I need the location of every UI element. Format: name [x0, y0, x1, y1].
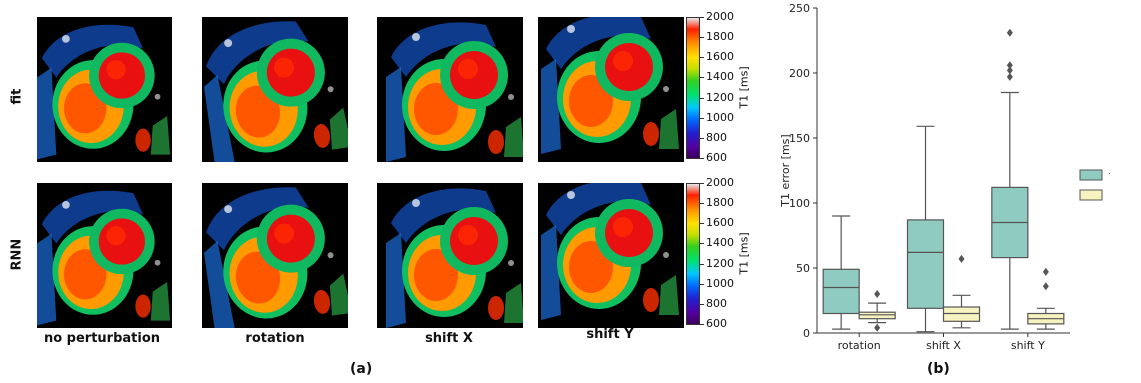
row-label-fit: fit: [9, 88, 25, 105]
colorbar-tick-label: 1600: [706, 216, 734, 230]
outlier-point: [1006, 66, 1013, 75]
colorbar-tick-label: 1200: [706, 90, 734, 104]
colorbar-tick-mark: [700, 203, 704, 205]
outlier-point: [958, 254, 965, 263]
y-axis-label: T1 error [ms]: [780, 134, 792, 207]
colorbar-tick-mark: [700, 57, 704, 59]
y-tick-label: 250: [789, 2, 810, 15]
colorbar-tick-label: 1400: [706, 70, 734, 84]
col-label-shift-y: shift Y: [586, 327, 634, 342]
colorbar-tick-label: 600: [706, 317, 727, 330]
y-tick-label: 150: [789, 132, 810, 145]
col-label-no-perturbation: no perturbation: [43, 331, 161, 346]
box-rnn: [858, 311, 896, 320]
mri-image-fit-shift-x: [377, 17, 523, 162]
colorbar-tick-label: 600: [706, 151, 727, 164]
outlier-point: [1006, 61, 1013, 70]
box-rnn: [942, 306, 981, 322]
colorbar-title: T1 [ms]: [737, 232, 751, 275]
mri-image-fit-shift-y: [538, 17, 684, 162]
y-tick-label: 50: [796, 262, 810, 275]
mri-image-rnn-shift-x: [377, 183, 523, 328]
colorbar-tick-mark: [700, 183, 704, 184]
legend-label-fit: fit: [1109, 169, 1110, 182]
box-fit: [906, 219, 945, 309]
colorbar-tick-label: 2000: [706, 10, 734, 23]
panel-a-label: (a): [350, 361, 373, 377]
legend-swatch-rnn: [1079, 189, 1103, 201]
colorbar-tick-mark: [700, 283, 704, 285]
outlier-point: [874, 290, 881, 298]
col-label-shift-x: shift X: [425, 331, 473, 346]
colorbar-tick-mark: [700, 137, 704, 139]
colorbar-tick-label: 800: [706, 296, 727, 310]
outlier-point: [1042, 267, 1049, 276]
panel-b-label: (b): [927, 361, 950, 377]
colorbar-tick-mark: [700, 243, 704, 245]
colorbar-tick-label: 1800: [706, 196, 734, 210]
mri-image-rnn-rotation: [202, 183, 348, 328]
x-tick-label: shift Y: [1011, 339, 1045, 352]
colorbar-tick-label: 1600: [706, 50, 734, 64]
y-tick-label: 200: [789, 67, 810, 80]
colorbar-tick-mark: [700, 97, 704, 99]
colorbar-tick-mark: [700, 37, 704, 39]
mri-image-rnn-no-perturbation: [37, 183, 172, 328]
outlier-point: [1006, 72, 1013, 81]
colorbar-tick-mark: [700, 263, 704, 265]
colorbar-tick-mark: [700, 303, 704, 305]
box-fit: [822, 268, 860, 315]
colorbar-gradient: [686, 183, 700, 325]
colorbar-tick-mark: [700, 158, 704, 159]
x-tick-label: shift X: [926, 339, 961, 352]
colorbar-tick-label: 1400: [706, 236, 734, 250]
outlier-point: [1006, 28, 1013, 37]
y-tick-label: 0: [803, 327, 810, 340]
colorbar-title: T1 [ms]: [737, 66, 751, 109]
mri-image-fit-no-perturbation: [37, 17, 172, 162]
legend-label-rnn: RNN: [1109, 189, 1110, 202]
colorbar-tick-label: 1000: [706, 110, 734, 124]
colorbar-tick-mark: [700, 324, 704, 325]
colorbar-tick-label: 1000: [706, 276, 734, 290]
outlier-point: [874, 323, 881, 332]
colorbar-tick-label: 1800: [706, 30, 734, 44]
y-tick-label: 100: [789, 197, 810, 210]
mri-image-fit-rotation: [202, 17, 348, 162]
colorbar-tick-mark: [700, 223, 704, 225]
colorbar-tick-label: 2000: [706, 176, 734, 189]
colorbar-tick-mark: [700, 117, 704, 119]
colorbar-tick-label: 1200: [706, 256, 734, 270]
x-tick-label: rotation: [838, 339, 881, 352]
colorbar-tick-mark: [700, 77, 704, 79]
colorbar-tick-mark: [700, 17, 704, 18]
box-plot-chart: 0 50 100 150 200 250 T1 error [ms] rotation shif…: [780, 2, 1110, 352]
colorbar-gradient: [686, 17, 700, 159]
row-label-rnn: RNN: [9, 238, 25, 271]
legend-swatch-fit: [1079, 169, 1103, 181]
outlier-point: [1042, 282, 1049, 291]
col-label-rotation: rotation: [245, 331, 305, 346]
mri-image-rnn-shift-y: [538, 183, 684, 328]
colorbar-tick-label: 800: [706, 130, 727, 144]
